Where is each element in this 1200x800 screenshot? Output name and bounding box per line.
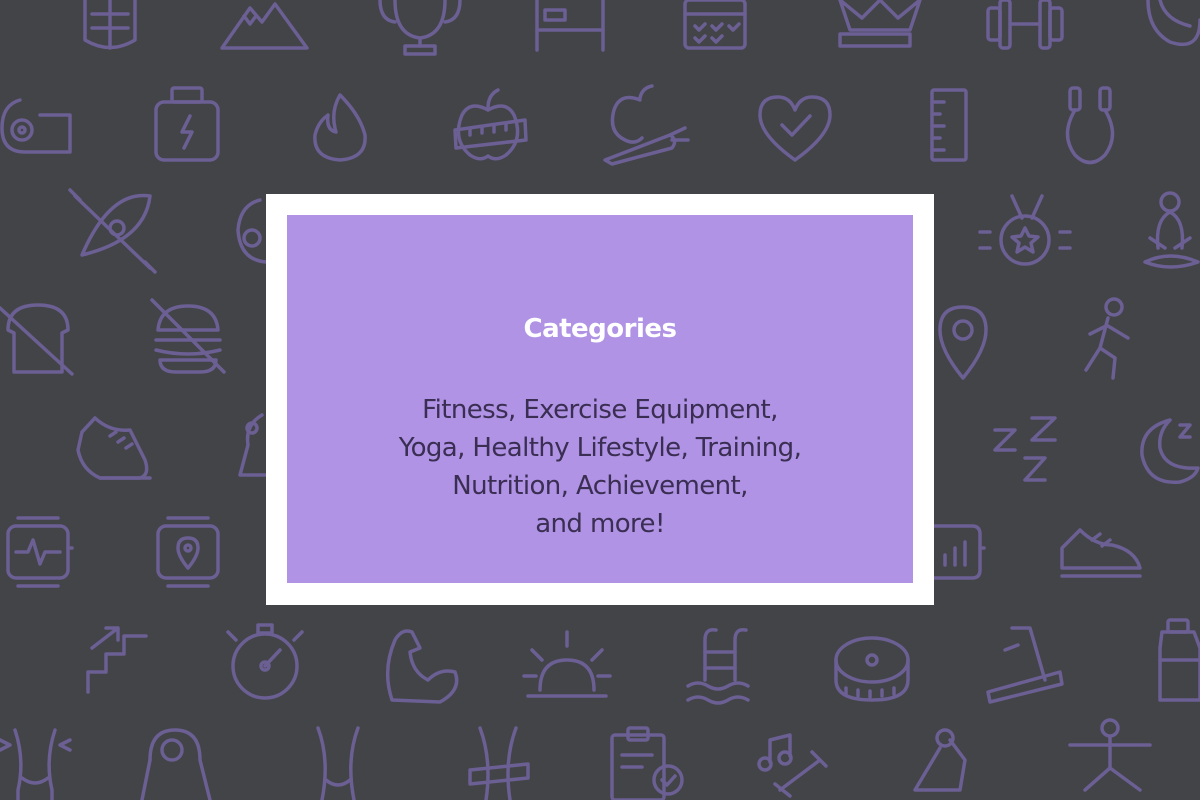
- dumbbell-icon: [986, 0, 1064, 50]
- sunrise-icon: [522, 630, 612, 698]
- jump-rope-icon: [1065, 86, 1115, 165]
- categories-card: Categories Fitness, Exercise Equipment, …: [266, 194, 934, 605]
- kettlebell-icon: [1146, 0, 1200, 47]
- kettlebell-icon: [236, 198, 268, 264]
- protein-jar-icon: [154, 86, 220, 162]
- smartwatch-location-icon: [156, 516, 220, 588]
- stretch-icon: [238, 413, 267, 477]
- apple-carrot-icon: [603, 84, 690, 166]
- apple-tape-icon: [453, 88, 528, 161]
- location-pin-icon: [938, 305, 988, 380]
- stretching-icon: [913, 728, 967, 792]
- categories-line: and more!: [535, 509, 665, 539]
- categories-line: Nutrition, Achievement,: [452, 471, 748, 501]
- warrior-pose-icon: [1068, 718, 1152, 792]
- trophy-icon: [378, 0, 462, 56]
- stairs-icon: [86, 626, 148, 694]
- calendar-icon: [683, 0, 747, 50]
- smartwatch-pulse-icon: [6, 516, 74, 588]
- categories-line: Yoga, Healthy Lifestyle, Training,: [398, 433, 802, 463]
- pool-ladder-icon: [686, 627, 750, 705]
- water-bottle-icon: [1158, 618, 1200, 702]
- stopwatch-icon: [226, 623, 304, 700]
- bicep-icon: [385, 629, 459, 704]
- treadmill-icon: [986, 626, 1064, 704]
- categories-line: Fitness, Exercise Equipment,: [422, 395, 778, 425]
- body-shape-icon: [316, 726, 360, 800]
- flame-icon: [313, 93, 367, 162]
- yoga-mat-icon: [0, 98, 72, 154]
- no-bread-icon: [0, 303, 74, 376]
- heart-check-icon: [758, 95, 832, 162]
- bed-icon: [535, 0, 605, 52]
- clipboard-check-icon: [610, 726, 684, 800]
- smartwatch-chart-icon: [932, 524, 986, 580]
- card-title: Categories: [523, 314, 677, 344]
- kayak-icon: [68, 188, 157, 274]
- sleep-zzz-icon: [993, 416, 1057, 482]
- runner-icon: [1084, 297, 1130, 380]
- meditation-icon: [1143, 191, 1200, 269]
- measuring-tape-icon: [834, 636, 910, 702]
- exercise-music-icon: [757, 733, 828, 798]
- waist-icon: [0, 728, 72, 800]
- running-shoe-icon: [1060, 528, 1142, 578]
- weight-scale-icon: [140, 728, 212, 800]
- no-burger-icon: [150, 298, 226, 374]
- crown-icon: [838, 0, 922, 48]
- moon-sleep-icon: [1140, 418, 1200, 484]
- categories-panel: Categories Fitness, Exercise Equipment, …: [287, 215, 913, 583]
- medal-icon: [978, 194, 1072, 266]
- abs-icon: [83, 0, 137, 50]
- waist-tape-icon: [468, 726, 530, 800]
- ruler-icon: [930, 88, 968, 162]
- sneaker-icon: [76, 416, 152, 480]
- mountain-icon: [220, 2, 309, 50]
- categories-list: Fitness, Exercise Equipment, Yoga, Healt…: [327, 391, 873, 543]
